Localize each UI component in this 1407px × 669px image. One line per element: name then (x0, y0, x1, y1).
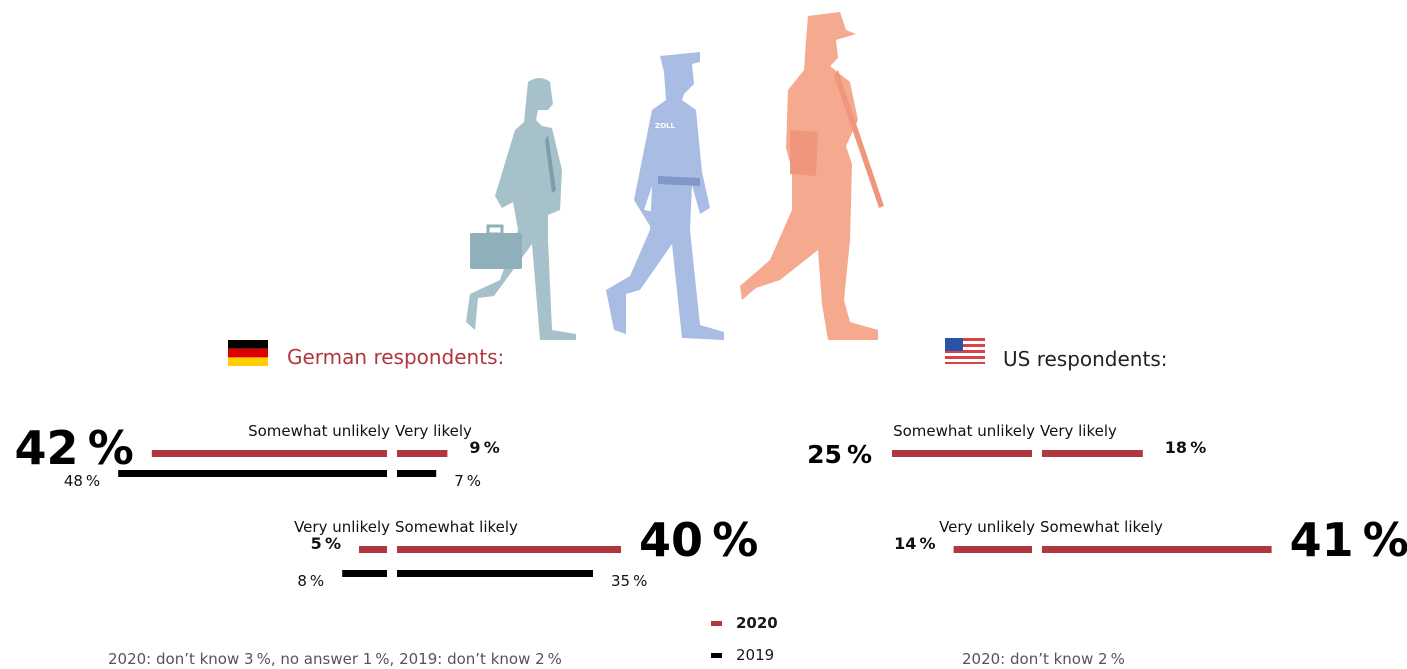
de-bar-2019-0-right (397, 470, 437, 477)
german-title: German respondents: (287, 345, 505, 369)
us-bar-2020-0-right (1042, 450, 1143, 457)
us-value-2020-2: 14 % (894, 534, 936, 553)
us-bar-2020-1-right (1042, 546, 1272, 553)
germany-flag-icon (228, 340, 268, 366)
zoll-badge: ZOLL (655, 122, 675, 130)
de-value-2019-2: 8 % (297, 572, 324, 590)
de-bar-2020-0-left (151, 450, 387, 457)
legend-2020: 2020 (711, 614, 778, 632)
us-bar-2020-1-left (953, 546, 1032, 553)
de-bar-2019-1-right (397, 570, 593, 577)
legend-label-2019: 2019 (736, 646, 775, 664)
us-value-2020-0: 25 % (807, 440, 872, 469)
legend-label-2020: 2020 (736, 614, 778, 632)
us-cat-label-2: Very unlikely (939, 518, 1035, 536)
de-cat-label-2: Very unlikely (294, 518, 390, 536)
de-value-2019-3: 35 % (611, 572, 647, 590)
us-value-2020-1: 18 % (1165, 438, 1207, 457)
us-cat-label-1: Very likely (1040, 422, 1117, 440)
legend-2019: 2019 (711, 646, 774, 664)
customs-officer-figure-icon: ZOLL (606, 52, 724, 340)
german-footnote: 2020: don’t know 3 %, no answer 1 %, 201… (108, 650, 562, 668)
de-bar-2019-0-left (118, 470, 387, 477)
us-value-2020-3: 41 % (1290, 513, 1407, 567)
de-value-2020-2: 5 % (311, 534, 341, 553)
usa-flag-icon (945, 338, 985, 364)
de-bar-2020-1-left (359, 546, 387, 553)
de-value-2020-1: 9 % (469, 438, 499, 457)
us-cat-label-3: Somewhat likely (1040, 518, 1163, 536)
de-bar-2020-0-right (397, 450, 448, 457)
de-value-2020-0: 42 % (15, 421, 134, 475)
us-title: US respondents: (1003, 347, 1168, 371)
legend-swatch-2019 (711, 652, 722, 658)
de-value-2020-3: 40 % (639, 513, 758, 567)
soldier-figure-icon (740, 12, 884, 340)
de-value-2019-0: 48 % (64, 472, 100, 490)
businessman-figure-icon (466, 78, 576, 340)
legend-swatch-2020 (711, 620, 722, 626)
de-cat-label-1: Very likely (395, 422, 472, 440)
us-footnote: 2020: don’t know 2 % (962, 650, 1125, 668)
de-bar-2020-1-right (397, 546, 621, 553)
de-cat-label-3: Somewhat likely (395, 518, 518, 536)
de-value-2019-1: 7 % (454, 472, 481, 490)
de-bar-2019-1-left (342, 570, 387, 577)
illustration: ZOLL (466, 12, 884, 340)
us-cat-label-0: Somewhat unlikely (893, 422, 1035, 440)
de-cat-label-0: Somewhat unlikely (248, 422, 390, 440)
us-bar-2020-0-left (892, 450, 1032, 457)
